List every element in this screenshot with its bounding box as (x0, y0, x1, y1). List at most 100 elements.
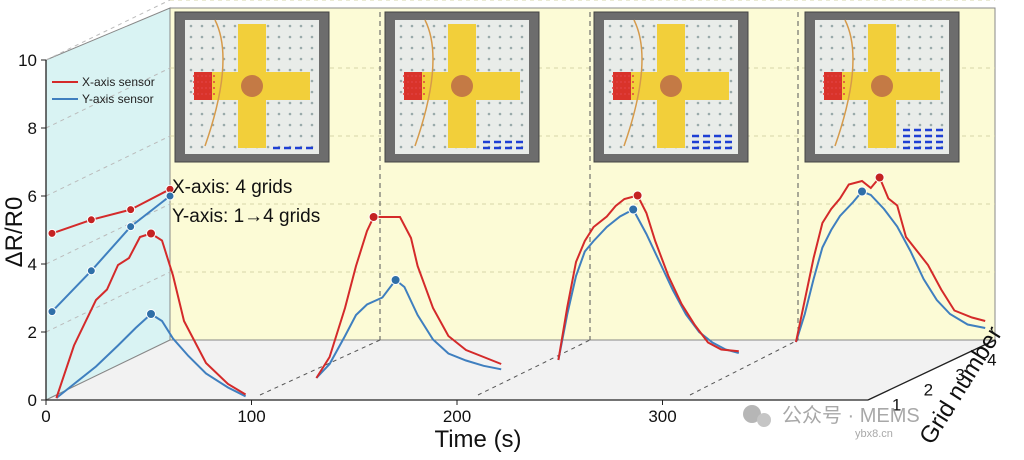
board-hole (907, 101, 911, 105)
board-hole (830, 24, 834, 28)
wechat-icon-small (757, 413, 771, 427)
board-hole (498, 123, 502, 127)
board-hole (520, 101, 524, 105)
board-hole (299, 46, 303, 50)
board-hole (652, 57, 656, 61)
board-hole (641, 145, 645, 149)
board-hole (641, 46, 645, 50)
x-peak-marker (632, 190, 643, 201)
device-wire (414, 19, 434, 147)
board-hole (233, 57, 237, 61)
board-hole (509, 46, 513, 50)
board-hole (299, 134, 303, 138)
board-hole (299, 112, 303, 116)
device-center (660, 75, 682, 97)
board-hole (940, 112, 944, 116)
board-hole (189, 79, 193, 83)
floor-guide (259, 339, 381, 396)
board-hole (907, 112, 911, 116)
board-hole (918, 35, 922, 39)
board-hole (863, 145, 867, 149)
board-hole (266, 112, 270, 116)
board-hole (222, 101, 226, 105)
board-hole (729, 112, 733, 116)
board-hole (277, 134, 281, 138)
board-hole (200, 35, 204, 39)
board-hole (608, 90, 612, 94)
x-sensor-curve (55, 232, 247, 399)
board-hole (896, 101, 900, 105)
board-hole (509, 57, 513, 61)
board-hole (940, 90, 944, 94)
board-hole (421, 101, 425, 105)
board-hole (630, 112, 634, 116)
board-hole (608, 101, 612, 105)
board-hole (498, 57, 502, 61)
board-hole (630, 46, 634, 50)
board-hole (852, 101, 856, 105)
y-peak-marker (390, 275, 401, 285)
board-hole (718, 112, 722, 116)
watermark: 公众号 · MEMS ybx8.cn (743, 404, 920, 440)
board-hole (310, 57, 314, 61)
board-hole (652, 46, 656, 50)
board-hole (819, 101, 823, 105)
x-ticks: 0 100 200 300 (41, 400, 677, 426)
board-hole (520, 24, 524, 28)
y-projection-point (86, 266, 96, 276)
board-hole (410, 35, 414, 39)
board-hole (707, 68, 711, 72)
board-hole (896, 145, 900, 149)
board-hole (266, 24, 270, 28)
board-hole (266, 145, 270, 149)
board-hole (310, 79, 314, 83)
board-hole (299, 68, 303, 72)
board-hole (819, 46, 823, 50)
board-hole (189, 35, 193, 39)
board-hole (819, 90, 823, 94)
y-tick-label: 4 (28, 255, 37, 274)
board-hole (830, 145, 834, 149)
board-hole (863, 123, 867, 127)
board-hole (819, 145, 823, 149)
board-hole (498, 46, 502, 50)
board-hole (707, 112, 711, 116)
board-hole (841, 57, 845, 61)
board-hole (399, 46, 403, 50)
board-hole (718, 24, 722, 28)
board-hole (918, 101, 922, 105)
wechat-icon (743, 405, 761, 423)
board-hole (288, 35, 292, 39)
board-hole (929, 101, 933, 105)
board-hole (608, 134, 612, 138)
board-hole (498, 112, 502, 116)
board-hole (918, 112, 922, 116)
board-hole (685, 112, 689, 116)
board-hole (509, 68, 513, 72)
z-tick-label: 2 (924, 381, 933, 400)
board-hole (619, 112, 623, 116)
board-hole (907, 123, 911, 127)
board-hole (310, 68, 314, 72)
board-hole (619, 35, 623, 39)
board-hole (211, 134, 215, 138)
board-hole (896, 24, 900, 28)
board-hole (266, 57, 270, 61)
board-hole (399, 79, 403, 83)
board-hole (310, 101, 314, 105)
board-hole (830, 112, 834, 116)
board-hole (718, 68, 722, 72)
board-hole (189, 68, 193, 72)
board-hole (399, 35, 403, 39)
board-hole (630, 57, 634, 61)
floor-plane (45, 339, 996, 401)
board-hole (907, 68, 911, 72)
board-hole (233, 134, 237, 138)
x-tick-label: 200 (443, 407, 471, 426)
board-hole (233, 68, 237, 72)
device-red-strip (404, 72, 422, 100)
board-hole (896, 35, 900, 39)
board-hole (940, 101, 944, 105)
board-hole (498, 35, 502, 39)
